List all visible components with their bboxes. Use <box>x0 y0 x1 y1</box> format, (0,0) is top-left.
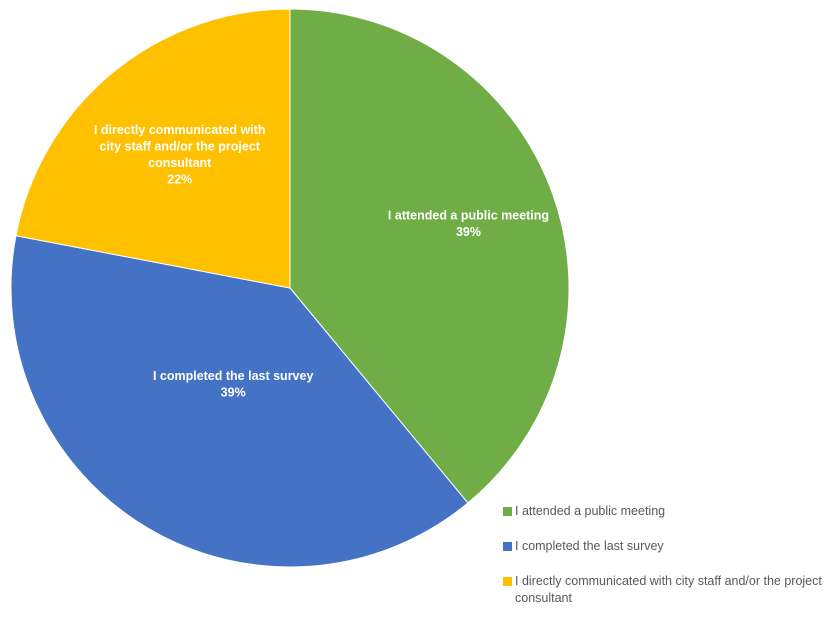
slice-label-public-meeting: I attended a public meeting 39% <box>388 208 549 239</box>
legend-swatch-city-staff <box>503 577 512 586</box>
slice-label-city-staff: I directly communicated with city staff a… <box>94 123 266 187</box>
pie-slice-public-meeting <box>289 8 570 504</box>
legend-swatch-last-survey <box>503 542 512 551</box>
legend-label-last-survey: I completed the last survey <box>515 539 664 553</box>
legend-label-public-meeting: I attended a public meeting <box>515 504 666 518</box>
legend-item-public-meeting: I attended a public meeting <box>503 503 834 520</box>
pie-slice-city-staff <box>15 8 291 289</box>
legend-item-city-staff: I directly communicated with city staff … <box>503 573 834 607</box>
legend: I attended a public meeting I completed … <box>503 503 834 607</box>
legend-item-last-survey: I completed the last survey <box>503 538 834 555</box>
legend-swatch-public-meeting <box>503 507 512 516</box>
slice-label-last-survey: I completed the last survey 39% <box>153 369 314 400</box>
pie-slice-last-survey <box>10 235 469 568</box>
legend-label-city-staff: I directly communicated with city staff … <box>515 574 822 605</box>
